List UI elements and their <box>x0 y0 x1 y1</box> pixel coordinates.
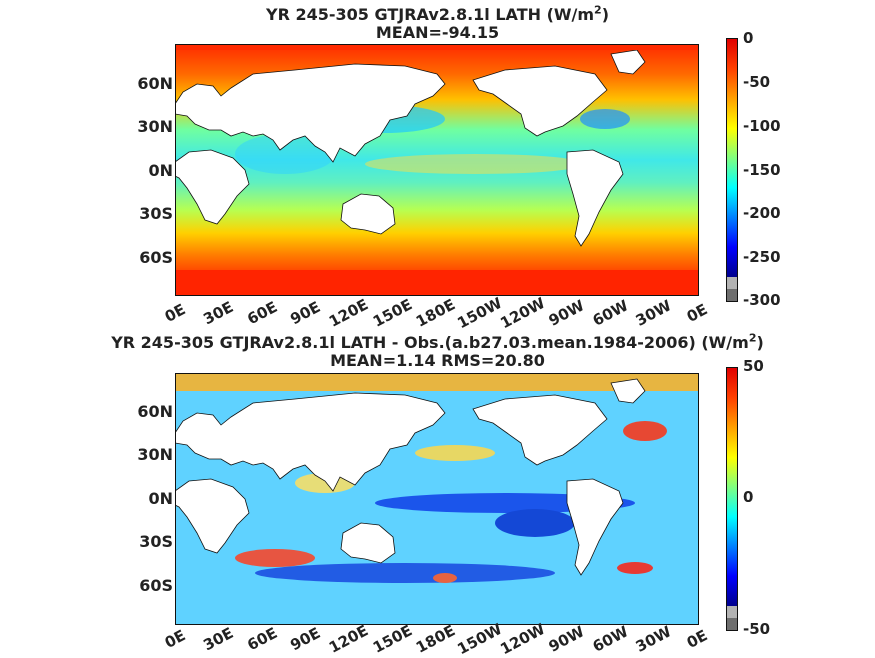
panel1-cbar-tick-1: -50 <box>743 73 771 91</box>
panel2-map-svg <box>175 373 699 625</box>
panel1-map <box>175 44 699 296</box>
panel2-lat-30s: 30S <box>139 532 173 551</box>
panel1-south-america <box>566 149 624 247</box>
panel2-lon-0: 0E <box>161 626 188 652</box>
panel2-arctic-warm <box>175 373 699 391</box>
panel2-lon-11: 30W <box>632 622 675 656</box>
panel2-gulfstream-anom <box>623 421 667 441</box>
panel2-south-america <box>566 478 624 576</box>
panel2-lon-7: 150W <box>453 619 505 658</box>
panel1-lon-5: 150E <box>369 295 415 331</box>
panel2-lon-1: 30E <box>200 623 237 655</box>
panel1-lon-10: 60W <box>589 296 631 330</box>
panel1-lon-0: 0E <box>161 300 188 326</box>
panel2-map <box>175 373 699 625</box>
panel2-southern-cold <box>255 563 555 583</box>
panel2-lon-9: 90W <box>545 622 588 656</box>
panel2-title: YR 245-305 GTJRAv2.8.1l LATH - Obs.(a.b2… <box>0 329 875 352</box>
panel2-land <box>175 378 646 576</box>
panel1-title-text: YR 245-305 GTJRAv2.8.1l LATH (W/m2) <box>265 4 610 25</box>
panel1-africa <box>175 149 250 225</box>
panel2-brazil-warm <box>617 562 653 574</box>
panel1-lat-60n: 60N <box>137 74 173 93</box>
panel2-north-america <box>472 394 608 466</box>
panel2-cbar-tick-neg50: -50 <box>743 620 771 638</box>
panel1-greenland <box>610 49 646 75</box>
panel2-epac-cold <box>495 509 575 537</box>
panel2-lat-0n: 0N <box>148 489 173 508</box>
panel1-eq-pacific-patch <box>365 154 585 174</box>
panel1-colorbar-under-dark <box>727 289 737 301</box>
panel1-arctic-band <box>175 44 699 50</box>
panel1-colorbar-gradient <box>727 39 737 277</box>
panel2-stats: MEAN=1.14 RMS=20.80 <box>330 351 545 370</box>
panel1-lon-1: 30E <box>200 297 237 329</box>
panel2-africa <box>175 478 250 554</box>
panel2-patch-warm2 <box>433 573 457 583</box>
panel1-cbar-tick-4: -200 <box>743 204 781 222</box>
panel1-lon-12: 0E <box>683 300 710 326</box>
panel2-greenland <box>610 378 646 404</box>
panel2-lat-30n: 30N <box>137 445 173 464</box>
panel2-lon-12: 0E <box>683 626 710 652</box>
panel2-lat-60s: 60S <box>139 576 173 595</box>
panel2-lon-6: 180E <box>412 621 459 657</box>
panel1-lon-11: 30W <box>632 296 675 330</box>
panel1-indian-patch <box>235 134 335 174</box>
panel1-colorbar-under-light <box>727 277 737 289</box>
panel2-eurasia <box>175 392 446 492</box>
panel1-stats: MEAN=-94.15 <box>375 23 500 42</box>
panel2-lon-3: 90E <box>287 623 324 655</box>
panel1-colorbar <box>726 38 738 302</box>
panel2-cbar-tick-0: 0 <box>743 488 754 506</box>
panel2-colorbar-under-dark <box>727 618 737 630</box>
panel1-southern-ocean <box>175 270 699 296</box>
panel1-lon-8: 120W <box>497 293 549 333</box>
panel1-eurasia <box>175 63 446 163</box>
panel1-title: YR 245-305 GTJRAv2.8.1l LATH (W/m2) <box>0 1 875 24</box>
panel1-cbar-tick-0: 0 <box>743 29 754 47</box>
panel2-anomaly-patches <box>175 373 699 583</box>
panel1-cbar-tick-5: -250 <box>743 248 781 266</box>
panel1-lon-4: 120E <box>325 295 372 331</box>
panel1-cbar-tick-2: -100 <box>743 117 781 135</box>
panel2-cbar-tick-50: 50 <box>743 357 764 375</box>
panel1-lat-60s: 60S <box>139 248 173 267</box>
panel1-lat-30n: 30N <box>137 117 173 136</box>
panel2-agulhas-warm <box>235 549 315 567</box>
panel1-cbar-tick-6: -300 <box>743 291 781 309</box>
panel2-lon-2: 60E <box>243 623 280 655</box>
panel1-lon-6: 180E <box>412 295 459 331</box>
panel2-australia <box>340 522 396 564</box>
panel2-colorbar-under-light <box>727 606 737 618</box>
panel1-australia <box>340 193 396 235</box>
panel2-colorbar <box>726 367 738 631</box>
panel1-north-america <box>472 65 608 137</box>
panel2-lon-8: 120W <box>497 619 549 658</box>
panel2-colorbar-gradient <box>727 368 737 606</box>
panel1-map-svg <box>175 44 699 296</box>
panel2-lon-5: 150E <box>369 621 415 657</box>
panel2-npac-warm <box>415 445 495 461</box>
panel1-cbar-tick-3: -150 <box>743 161 781 179</box>
panel1-lon-3: 90E <box>287 297 324 329</box>
panel1-lon-7: 150W <box>453 293 505 333</box>
panel1-lat-30s: 30S <box>139 204 173 223</box>
panel2-lon-10: 60W <box>589 622 631 656</box>
panel2-indo-warm <box>295 473 355 493</box>
panel1-lat-0n: 0N <box>148 161 173 180</box>
panel2-title-text: YR 245-305 GTJRAv2.8.1l LATH - Obs.(a.b2… <box>111 332 764 353</box>
panel1-lon-9: 90W <box>545 296 588 330</box>
panel2-lon-4: 120E <box>325 621 372 657</box>
panel1-lon-2: 60E <box>243 297 280 329</box>
panel2-lat-60n: 60N <box>137 402 173 421</box>
panel1-gulfstream-patch <box>580 109 630 129</box>
panel1-land <box>175 44 699 247</box>
